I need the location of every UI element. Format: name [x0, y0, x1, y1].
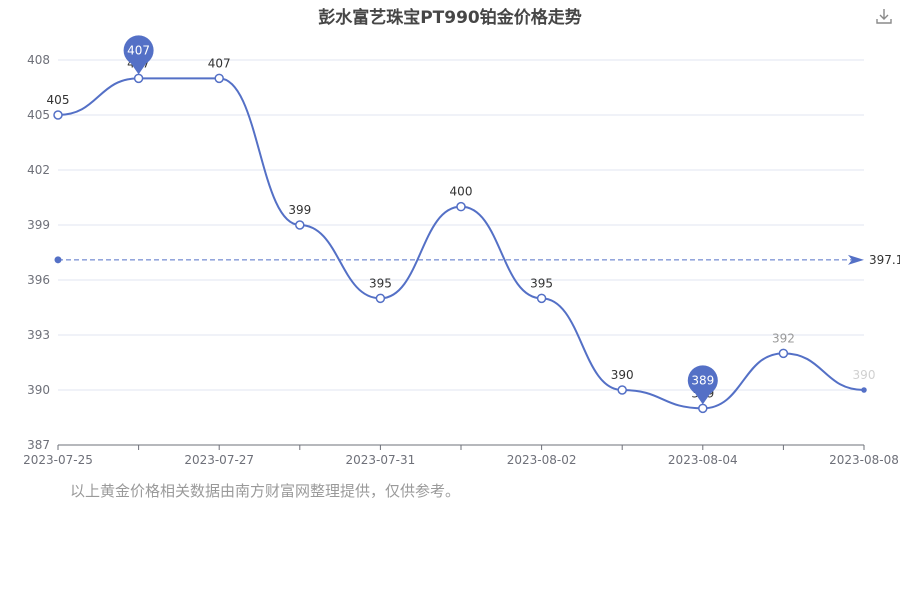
data-label: 400 [450, 185, 473, 199]
x-tick-label: 2023-08-02 [507, 453, 577, 467]
y-tick-label: 390 [27, 383, 50, 397]
data-point [456, 201, 466, 212]
max-marker-pin-label: 407 [127, 43, 150, 57]
series-line [57, 77, 865, 410]
data-point [214, 73, 224, 84]
y-tick-label: 405 [27, 108, 50, 122]
average-line-start [54, 256, 62, 264]
data-point [617, 385, 627, 395]
y-tick-label: 393 [27, 328, 50, 342]
data-point [375, 293, 386, 304]
data-label: 395 [530, 276, 553, 290]
data-point [698, 403, 708, 414]
data-label: 395 [369, 276, 392, 290]
x-tick-label: 2023-07-27 [184, 453, 254, 467]
data-point [133, 73, 144, 84]
x-tick-label: 2023-07-25 [23, 453, 93, 467]
min-marker-pin-label: 389 [691, 373, 714, 387]
data-label: 405 [47, 93, 70, 107]
y-tick-label: 408 [27, 53, 50, 67]
data-point [536, 293, 547, 304]
download-icon[interactable] [874, 6, 894, 26]
x-tick-label: 2023-07-31 [346, 453, 416, 467]
chart-title: 彭水富艺珠宝PT990铂金价格走势 [318, 8, 582, 28]
y-tick-label: 399 [27, 218, 50, 232]
max-marker-pin [123, 35, 154, 66]
x-tick-label: 2023-08-04 [668, 453, 738, 467]
data-label: 392 [772, 331, 795, 345]
data-point [295, 220, 305, 230]
data-point [53, 110, 63, 120]
data-point [861, 387, 867, 393]
data-label: 390 [853, 368, 876, 382]
y-tick-label: 387 [27, 438, 50, 452]
y-tick-label: 402 [27, 163, 50, 177]
data-label: 407 [208, 56, 231, 70]
footnote: 以上黄金价格相关数据由南方财富网整理提供，仅供参考。 [70, 482, 461, 500]
data-label: 390 [611, 368, 634, 382]
min-marker-pin [687, 365, 718, 396]
average-line-arrow [848, 254, 864, 265]
y-tick-label: 396 [27, 273, 50, 287]
x-tick-label: 2023-08-08 [829, 453, 899, 467]
data-label: 399 [288, 203, 311, 217]
data-point [778, 348, 789, 359]
average-line-label: 397.1 [869, 253, 900, 267]
